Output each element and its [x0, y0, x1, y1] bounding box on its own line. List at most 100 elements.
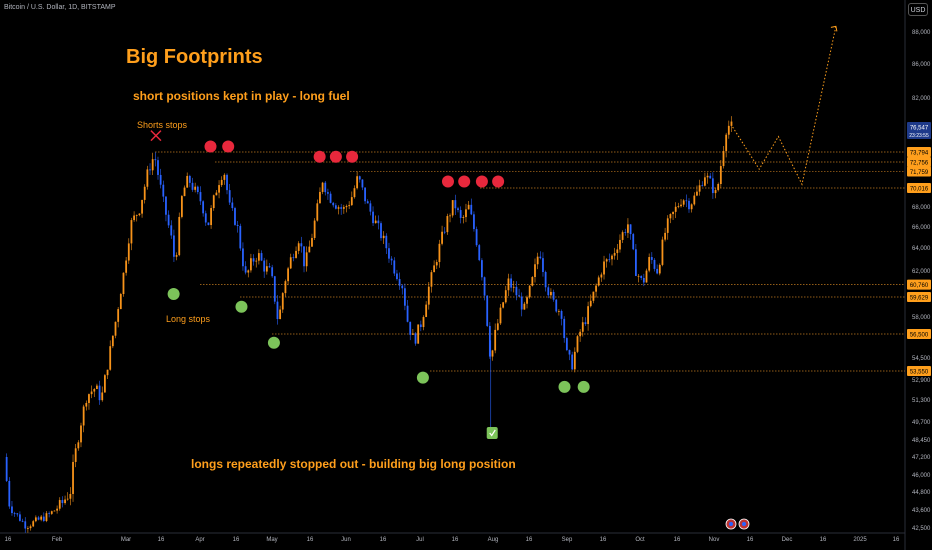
candle-body [353, 188, 356, 198]
candle-body [680, 204, 682, 207]
candle-body [143, 186, 146, 200]
candle-body [16, 513, 19, 515]
symbol-label[interactable]: Bitcoin / U.S. Dollar, 1D, BITSTAMP [4, 4, 116, 11]
candle-body [327, 192, 329, 194]
short-stop-marker [492, 175, 505, 188]
x-tick-label: Dec [782, 537, 793, 543]
candle-body [380, 223, 382, 239]
candle-body [226, 174, 228, 191]
candle-body [719, 166, 722, 184]
candle-body [308, 246, 311, 253]
candle-body [103, 375, 106, 393]
candle-body [571, 354, 574, 370]
short-stop-marker [458, 175, 471, 188]
candle-body [512, 286, 515, 288]
price-badges: 73,794 72,756 71,759 70,016 60,760 59,629 56,5… [907, 122, 931, 376]
y-tick-label: 51,300 [912, 398, 931, 404]
y-axis: 88,000 86,000 82,000 68,000 66,000 64,000 62,0… [912, 30, 931, 532]
candle-body [117, 309, 120, 322]
projection-path [732, 25, 838, 186]
candle-body [337, 207, 340, 209]
candle-body [101, 392, 104, 401]
candle-body [348, 205, 351, 207]
candle-body [563, 318, 566, 339]
candle-body [82, 406, 85, 426]
candle-body [295, 250, 297, 258]
candle-body [613, 253, 616, 256]
candle-body [24, 521, 27, 529]
candle-body [409, 321, 412, 335]
y-tick-label: 62,000 [912, 269, 931, 275]
candle-body [430, 272, 433, 287]
candle-body [154, 159, 157, 161]
candle-body [496, 323, 499, 330]
candle-body [473, 214, 475, 230]
candle-body [587, 306, 589, 325]
candle-body [40, 516, 43, 520]
long-stop-marker [235, 300, 248, 313]
candle-body [552, 291, 555, 300]
long-stop-marker [167, 288, 180, 301]
candle-body [592, 291, 595, 301]
candle-body [483, 277, 486, 296]
candle-body [637, 275, 640, 277]
candle-body [441, 231, 443, 244]
candle-body [488, 325, 491, 357]
x-tick-label: 2025 [853, 537, 867, 543]
x-tick-label: Oct [635, 537, 645, 543]
level-badge [907, 366, 931, 376]
candle-body [648, 257, 651, 271]
x-tick-label: 16 [820, 537, 827, 543]
candle-body [475, 229, 478, 246]
candle-body [119, 294, 122, 310]
candle-body [396, 273, 398, 280]
y-tick-label: 68,000 [912, 205, 931, 211]
candle-body [438, 243, 441, 263]
candle-body [666, 218, 669, 233]
check-icon [489, 429, 496, 437]
candle-body [419, 324, 422, 328]
candle-body [93, 389, 96, 392]
candle-body [568, 350, 571, 355]
y-tick-label: 58,000 [912, 315, 931, 321]
candle-body [236, 224, 239, 226]
candle-body [454, 200, 457, 209]
candle-body [332, 202, 335, 206]
candle-body [465, 209, 467, 218]
candle-body [605, 259, 608, 262]
candle-body [555, 299, 558, 312]
currency-button[interactable]: USD [908, 3, 928, 16]
candle-body [178, 216, 181, 256]
x-tick-label: Jul [416, 537, 424, 543]
candle-body [478, 245, 481, 261]
candle-body [242, 248, 244, 267]
candle-body [565, 338, 568, 351]
candle-body [244, 266, 247, 273]
candle-body [727, 125, 730, 135]
candle-body [510, 278, 513, 288]
candle-body [313, 220, 316, 238]
candle-body [632, 234, 635, 250]
last-price-countdown: 23:23:55 [909, 133, 929, 139]
candle-body [180, 196, 183, 217]
candle-body [305, 252, 308, 267]
candle-body [263, 260, 266, 272]
candle-body [422, 316, 425, 328]
candle-body [202, 201, 205, 214]
candle-body [159, 174, 162, 185]
event-flag-icon-center [742, 522, 746, 526]
candle-body [672, 211, 674, 215]
candle-body [162, 184, 165, 197]
candle-body [669, 214, 672, 219]
candle-body [5, 457, 8, 481]
candle-body [273, 276, 276, 302]
candle-body [542, 258, 544, 272]
candle-body [634, 249, 637, 276]
candle-body [234, 208, 236, 225]
x-tick-label: 16 [600, 537, 607, 543]
y-tick-label: 46,000 [912, 473, 931, 479]
candle-body [215, 192, 218, 196]
candle-body [149, 169, 151, 171]
candle-body [255, 260, 258, 262]
